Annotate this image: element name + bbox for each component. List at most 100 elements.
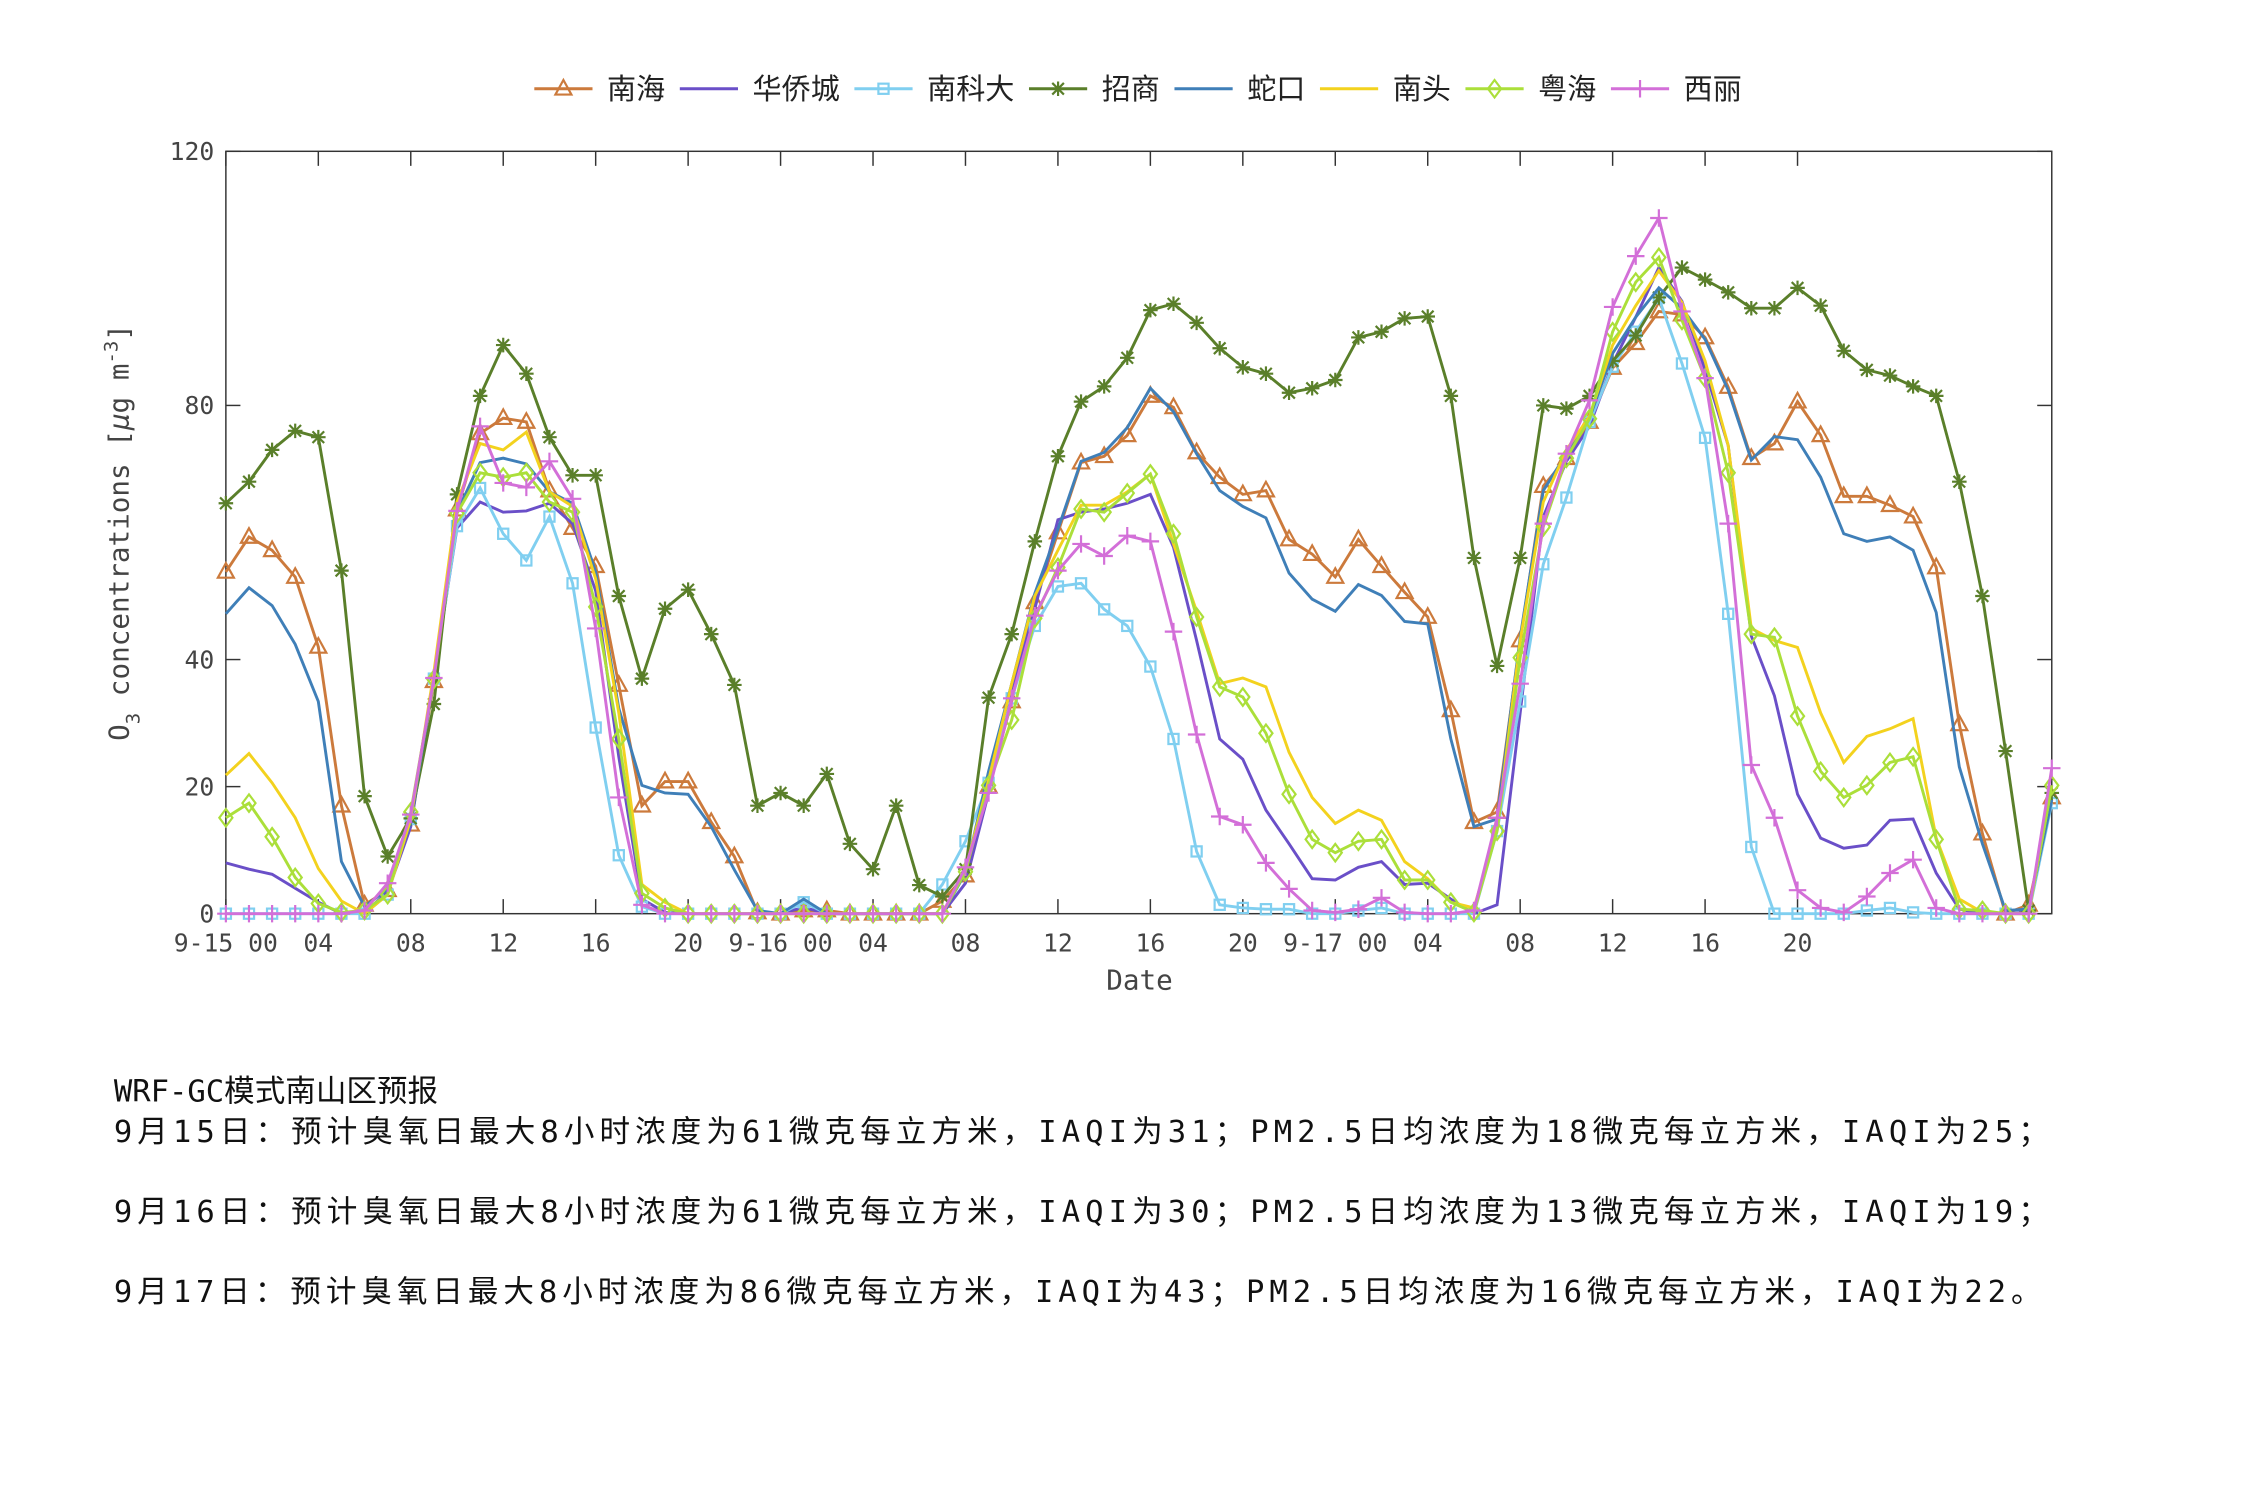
marker-diamond xyxy=(1882,751,1898,774)
plot-frame xyxy=(225,150,2053,915)
marker-square xyxy=(1883,901,1897,915)
marker-diamond xyxy=(610,728,627,750)
marker-star xyxy=(218,495,234,511)
marker-plus xyxy=(1488,809,1506,827)
series-line xyxy=(225,214,2054,916)
marker-star xyxy=(1304,381,1320,396)
marker-star xyxy=(1119,350,1135,366)
marker-triangle xyxy=(239,525,259,544)
marker-triangle xyxy=(678,770,698,789)
marker-diamond xyxy=(241,792,257,814)
marker-diamond xyxy=(1486,78,1503,100)
marker-square xyxy=(1190,845,1203,858)
x-tick-label: 12 xyxy=(488,929,518,958)
marker-square xyxy=(1259,903,1273,916)
marker-star xyxy=(1674,260,1690,275)
marker-diamond xyxy=(264,826,281,848)
marker-square xyxy=(1722,607,1735,620)
x-axis-label: Date xyxy=(1106,963,1173,996)
x-tick-label: 20 xyxy=(1228,929,1258,958)
marker-star xyxy=(472,388,488,404)
y-tick-label: 80 xyxy=(184,391,214,420)
marker-plus xyxy=(1835,903,1853,922)
x-tick-label: 04 xyxy=(1413,929,1443,958)
marker-plus xyxy=(748,904,767,923)
marker-star xyxy=(865,861,881,877)
marker-plus xyxy=(1395,903,1414,922)
marker-star xyxy=(1050,448,1066,464)
marker-square xyxy=(1167,732,1180,746)
marker-plus xyxy=(586,619,605,638)
marker-diamond xyxy=(1928,828,1945,850)
marker-square xyxy=(1051,580,1065,593)
y-axis-label: O3 concentrations [μg m-3] xyxy=(100,324,144,741)
y-tick-label: 0 xyxy=(199,899,214,928)
marker-diamond xyxy=(1674,309,1690,331)
marker-star xyxy=(264,442,280,458)
marker-diamond xyxy=(1581,408,1598,430)
marker-square xyxy=(1745,840,1758,854)
marker-plus xyxy=(1372,889,1391,907)
marker-diamond xyxy=(1905,746,1922,768)
marker-triangle xyxy=(331,794,352,813)
marker-triangle xyxy=(1325,565,1346,584)
marker-star xyxy=(1397,311,1412,326)
x-tick-label: 16 xyxy=(581,929,611,958)
marker-star xyxy=(1328,372,1343,388)
marker-plus xyxy=(1696,369,1714,387)
marker-plus xyxy=(1603,298,1622,316)
marker-plus xyxy=(1419,904,1437,923)
marker-star xyxy=(287,423,303,439)
marker-diamond xyxy=(1096,501,1113,523)
marker-diamond xyxy=(1558,447,1575,469)
marker-star xyxy=(495,337,511,353)
marker-triangle xyxy=(1440,699,1461,718)
marker-plus xyxy=(1072,535,1090,553)
marker-diamond xyxy=(1350,830,1367,852)
marker-diamond xyxy=(1188,606,1205,628)
marker-plus xyxy=(1280,880,1298,898)
marker-plus xyxy=(1627,247,1645,265)
marker-square xyxy=(1860,904,1874,917)
marker-star xyxy=(1258,366,1274,381)
marker-plus xyxy=(818,904,836,923)
legend-label: 南海 xyxy=(607,72,665,106)
marker-plus xyxy=(656,904,674,923)
marker-star xyxy=(657,601,673,617)
marker-plus xyxy=(240,904,258,923)
marker-plus xyxy=(771,904,790,923)
marker-square xyxy=(877,82,890,95)
x-tick-label: 04 xyxy=(303,929,333,958)
legend-label: 南头 xyxy=(1393,72,1451,106)
marker-square xyxy=(589,721,602,734)
marker-diamond xyxy=(1327,842,1344,864)
x-tick-label: 08 xyxy=(1505,929,1535,958)
marker-star xyxy=(611,588,627,604)
marker-diamond xyxy=(1650,246,1667,268)
marker-square xyxy=(566,577,579,590)
marker-plus xyxy=(286,904,304,923)
marker-star xyxy=(1836,343,1852,359)
marker-star xyxy=(1559,401,1574,416)
marker-plus xyxy=(956,858,975,877)
marker-star xyxy=(911,877,927,893)
marker-diamond xyxy=(541,491,558,513)
marker-plus xyxy=(517,478,536,497)
marker-star xyxy=(750,798,765,813)
marker-triangle xyxy=(1926,556,1947,575)
marker-diamond xyxy=(1396,869,1413,891)
x-tick-label: 16 xyxy=(1690,929,1720,958)
marker-diamond xyxy=(1489,820,1505,842)
marker-plus xyxy=(309,904,328,923)
marker-diamond xyxy=(1743,623,1760,645)
marker-diamond xyxy=(1258,722,1274,744)
marker-star xyxy=(1096,379,1112,394)
marker-star xyxy=(1050,81,1066,97)
marker-triangle xyxy=(1186,441,1207,460)
marker-plus xyxy=(1631,80,1649,98)
marker-plus xyxy=(1950,904,1969,923)
marker-plus xyxy=(1141,532,1160,551)
marker-triangle xyxy=(553,77,574,96)
marker-plus xyxy=(1234,816,1252,834)
marker-square xyxy=(497,527,510,540)
